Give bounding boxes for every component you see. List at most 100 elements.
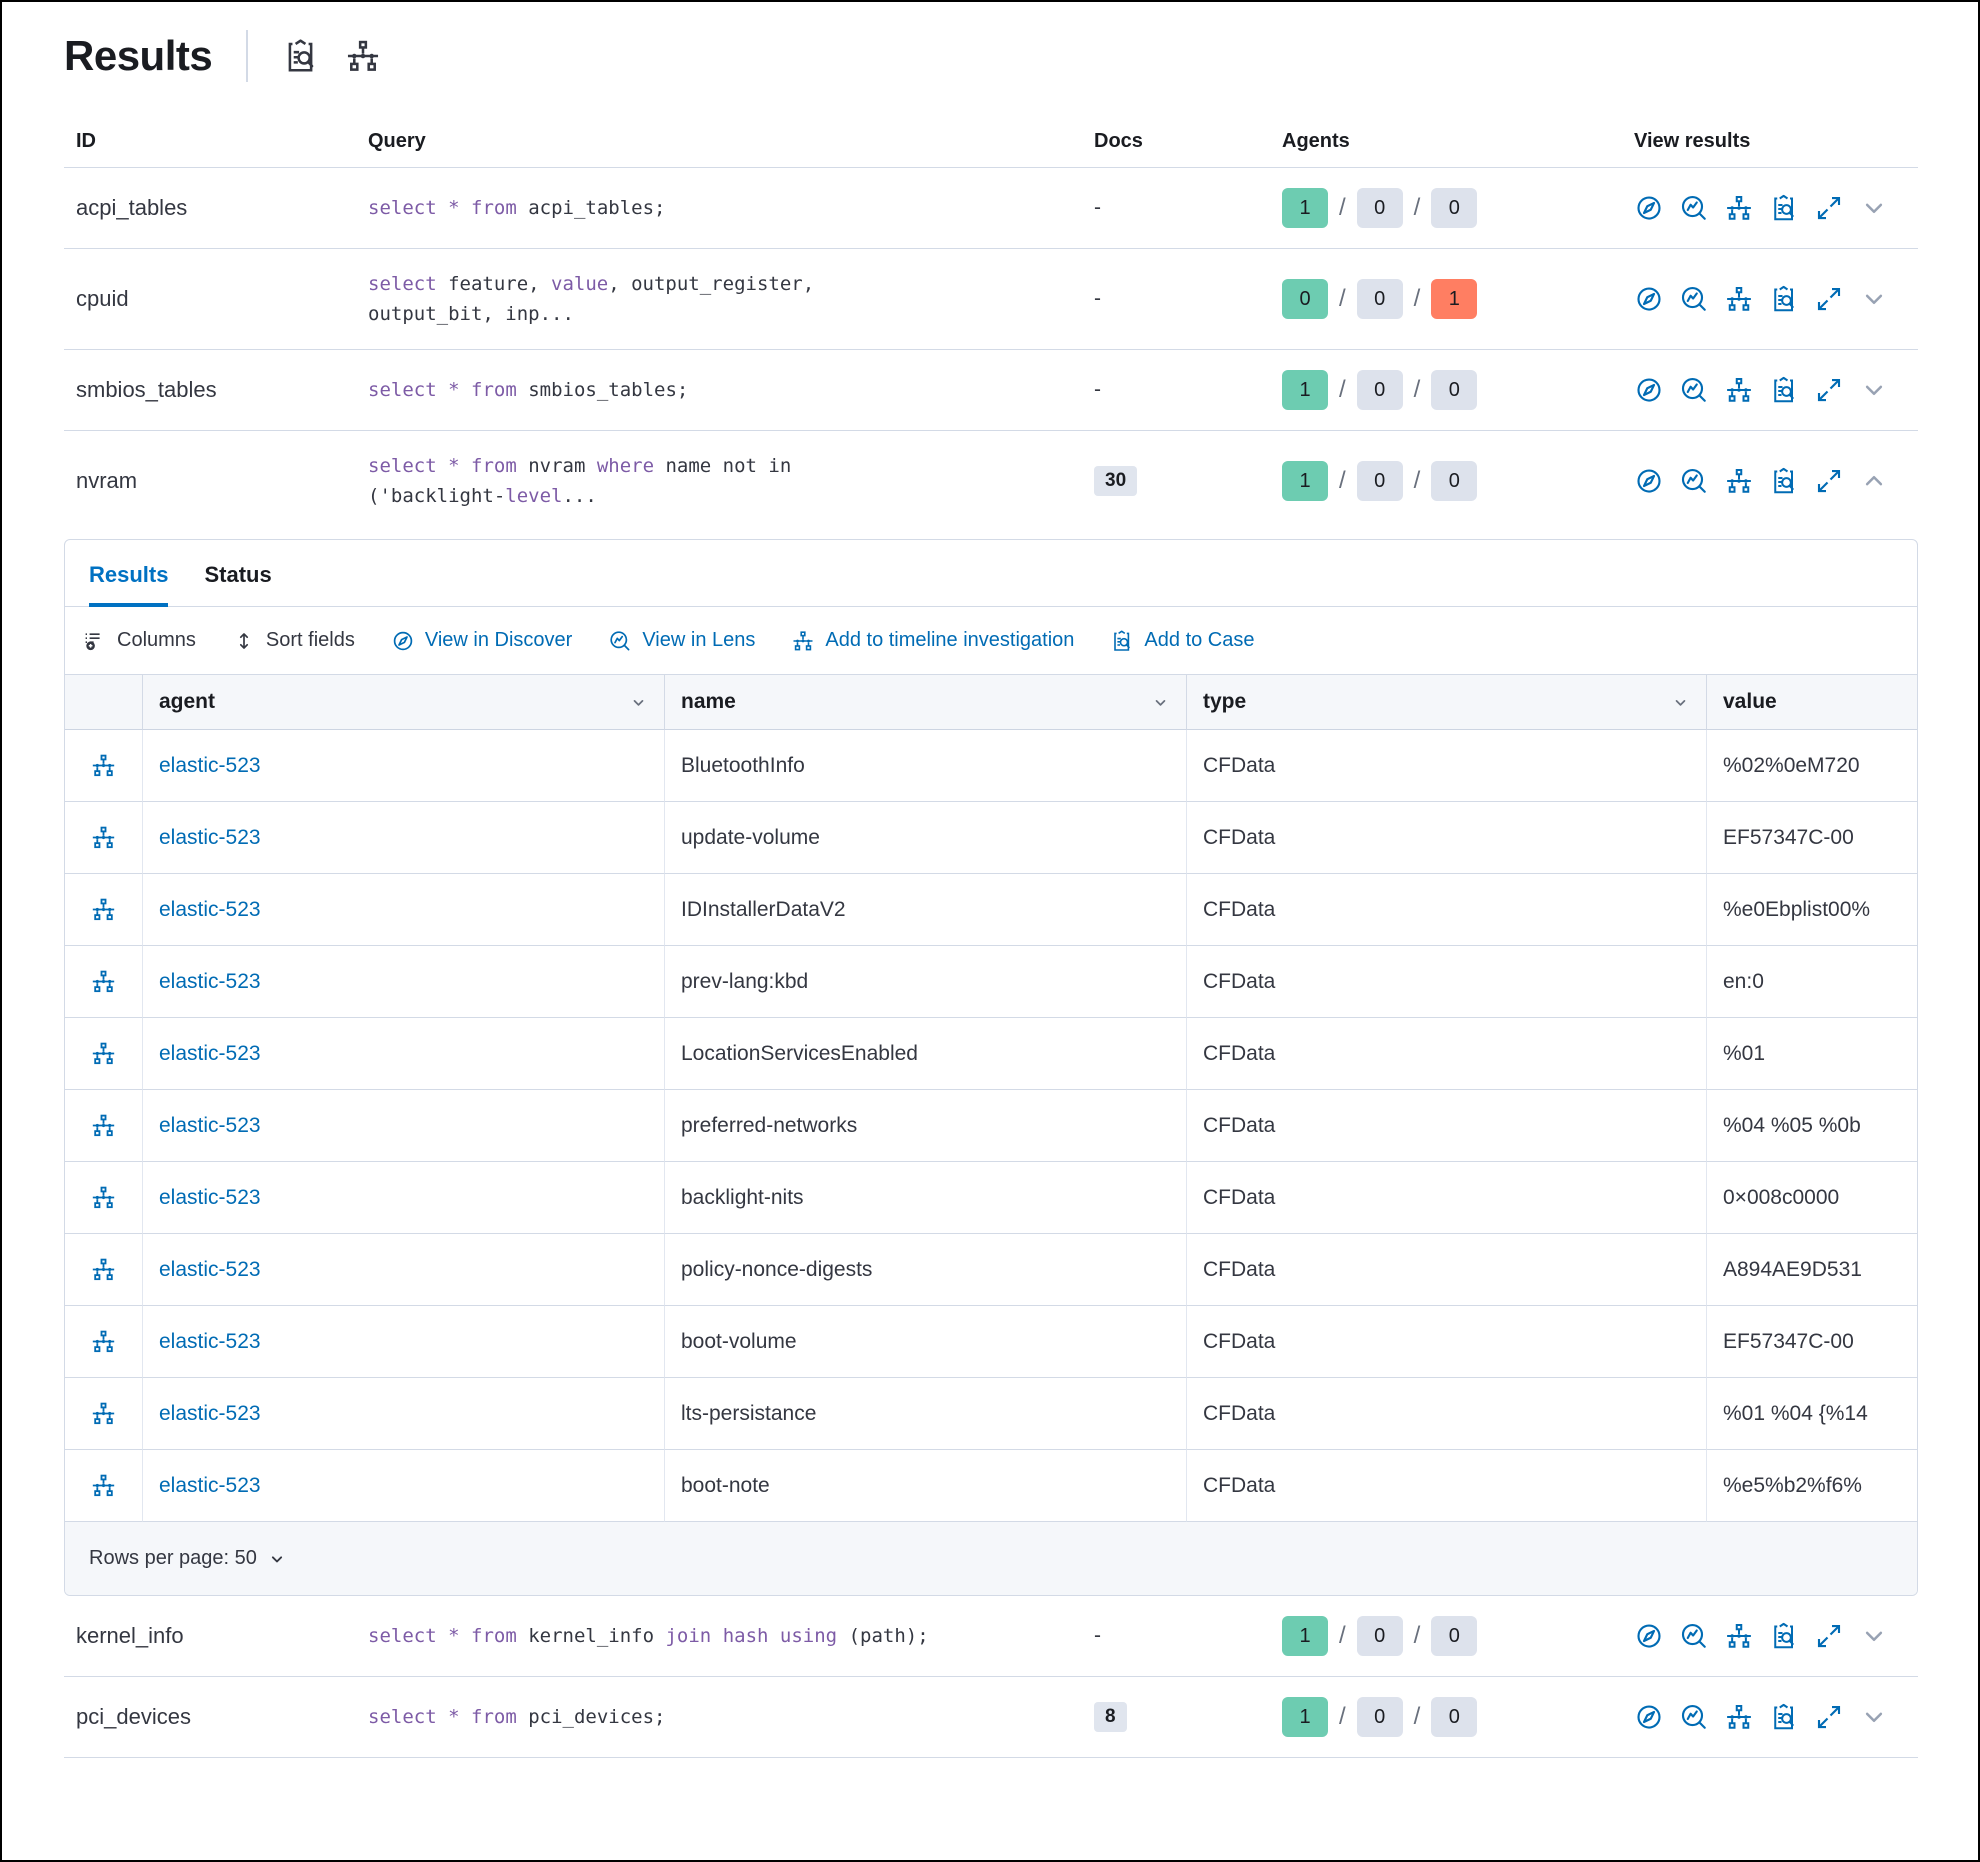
agent-link[interactable]: elastic-523 <box>159 1257 261 1281</box>
agents-separator: / <box>1413 1703 1421 1730</box>
add-to-timeline-icon[interactable] <box>90 1256 117 1283</box>
expand-row-icon[interactable] <box>1859 193 1889 223</box>
add-to-case-button[interactable]: Add to Case <box>1110 629 1255 653</box>
agents-separator: / <box>1413 376 1421 403</box>
add-to-timeline-icon[interactable] <box>1724 284 1754 314</box>
view-in-lens-icon[interactable] <box>1679 1702 1709 1732</box>
view-in-discover-button[interactable]: View in Discover <box>391 629 572 653</box>
agent-link[interactable]: elastic-523 <box>159 1401 261 1425</box>
add-to-timeline-icon[interactable] <box>90 1112 117 1139</box>
value-cell: %01 <box>1707 1018 1917 1090</box>
view-in-lens-icon[interactable] <box>1679 284 1709 314</box>
add-to-timeline-icon[interactable] <box>90 752 117 779</box>
add-to-case-icon[interactable] <box>1769 1702 1799 1732</box>
add-to-timeline-icon[interactable] <box>1724 375 1754 405</box>
view-in-discover-icon[interactable] <box>1634 375 1664 405</box>
view-in-discover-icon[interactable] <box>1634 284 1664 314</box>
add-to-timeline-button[interactable]: Add to timeline investigation <box>791 629 1074 653</box>
add-to-timeline-icon[interactable] <box>90 1400 117 1427</box>
expand-row-icon[interactable] <box>1859 375 1889 405</box>
agent-link[interactable]: elastic-523 <box>159 1113 261 1137</box>
expand-row-icon[interactable] <box>1859 1702 1889 1732</box>
value-cell: A894AE9D531 <box>1707 1234 1917 1306</box>
docs-count-badge: 30 <box>1094 466 1138 496</box>
page-title: Results <box>64 32 213 79</box>
column-header-docs: Docs <box>1094 130 1143 152</box>
collapse-row-icon[interactable] <box>1859 466 1889 496</box>
view-results-cell <box>1622 1682 1918 1752</box>
agent-link[interactable]: elastic-523 <box>159 1329 261 1353</box>
agent-cell: elastic-523 <box>143 874 665 946</box>
clipboard-search-icon[interactable] <box>282 37 320 75</box>
open-fullscreen-icon[interactable] <box>1814 1621 1844 1651</box>
add-to-timeline-icon[interactable] <box>1724 193 1754 223</box>
open-fullscreen-icon[interactable] <box>1814 1702 1844 1732</box>
column-header-query: Query <box>368 130 426 152</box>
query-id-cell: pci_devices <box>76 1704 191 1729</box>
sort-fields-button[interactable]: Sort fields <box>232 629 355 653</box>
query-row: cpuid select feature, value, output_regis… <box>64 249 1918 350</box>
agent-link[interactable]: elastic-523 <box>159 825 261 849</box>
add-to-timeline-icon[interactable] <box>90 1040 117 1067</box>
view-in-discover-icon[interactable] <box>1634 1702 1664 1732</box>
expand-row-icon[interactable] <box>1859 1621 1889 1651</box>
view-in-lens-icon[interactable] <box>1679 375 1709 405</box>
grid-column-header-agent[interactable]: agent <box>143 675 665 730</box>
timeline-icon <box>791 629 815 653</box>
result-row: elastic-523 boot-note CFData %e5%b2%f6% <box>65 1450 1917 1522</box>
rows-per-page-control[interactable]: Rows per page: 50 <box>65 1522 1917 1595</box>
agent-cell: elastic-523 <box>143 802 665 874</box>
expand-row-icon[interactable] <box>1859 284 1889 314</box>
agents-pending-badge: 0 <box>1356 188 1403 228</box>
value-cell: %01 %04 {%14 <box>1707 1378 1917 1450</box>
column-header-id: ID <box>76 130 96 152</box>
view-in-lens-icon[interactable] <box>1679 193 1709 223</box>
grid-column-header-type[interactable]: type <box>1187 675 1707 730</box>
add-to-case-icon[interactable] <box>1769 375 1799 405</box>
grid-column-header-value[interactable]: value <box>1707 675 1917 730</box>
tab-status[interactable]: Status <box>204 562 272 587</box>
view-in-lens-icon[interactable] <box>1679 1621 1709 1651</box>
tab-results[interactable]: Results <box>89 562 169 607</box>
add-to-timeline-icon[interactable] <box>90 1472 117 1499</box>
header-divider <box>246 30 249 82</box>
add-to-case-icon[interactable] <box>1769 193 1799 223</box>
docs-cell: - <box>1094 378 1101 401</box>
open-fullscreen-icon[interactable] <box>1814 284 1844 314</box>
agents-separator: / <box>1413 285 1421 312</box>
add-to-timeline-icon[interactable] <box>90 968 117 995</box>
grid-column-header-name[interactable]: name <box>665 675 1187 730</box>
agent-link[interactable]: elastic-523 <box>159 969 261 993</box>
view-in-lens-button[interactable]: View in Lens <box>608 629 755 653</box>
agent-link[interactable]: elastic-523 <box>159 1473 261 1497</box>
agent-link[interactable]: elastic-523 <box>159 753 261 777</box>
add-to-case-icon[interactable] <box>1769 284 1799 314</box>
add-to-timeline-icon[interactable] <box>90 1328 117 1355</box>
query-sql-cell: select * from pci_devices; <box>368 1706 666 1728</box>
agent-link[interactable]: elastic-523 <box>159 1041 261 1065</box>
agent-link[interactable]: elastic-523 <box>159 897 261 921</box>
view-in-discover-icon[interactable] <box>1634 193 1664 223</box>
open-fullscreen-icon[interactable] <box>1814 466 1844 496</box>
add-to-timeline-icon[interactable] <box>90 896 117 923</box>
add-to-timeline-icon[interactable] <box>90 1184 117 1211</box>
add-to-case-icon[interactable] <box>1769 1621 1799 1651</box>
open-fullscreen-icon[interactable] <box>1814 193 1844 223</box>
view-in-discover-icon[interactable] <box>1634 466 1664 496</box>
row-control-cell <box>65 1306 143 1378</box>
open-fullscreen-icon[interactable] <box>1814 375 1844 405</box>
query-id-cell: cpuid <box>76 286 129 311</box>
add-to-timeline-icon[interactable] <box>90 824 117 851</box>
add-to-timeline-icon[interactable] <box>1724 466 1754 496</box>
result-row: elastic-523 BluetoothInfo CFData %02%0eM720 <box>65 730 1917 802</box>
timeline-icon[interactable] <box>344 37 382 75</box>
view-in-discover-icon[interactable] <box>1634 1621 1664 1651</box>
agent-link[interactable]: elastic-523 <box>159 1185 261 1209</box>
add-to-timeline-icon[interactable] <box>1724 1702 1754 1732</box>
add-to-timeline-icon[interactable] <box>1724 1621 1754 1651</box>
view-in-lens-icon[interactable] <box>1679 466 1709 496</box>
columns-button[interactable]: Columns <box>83 629 196 653</box>
add-to-case-icon[interactable] <box>1769 466 1799 496</box>
value-cell: EF57347C-00 <box>1707 802 1917 874</box>
view-results-cell <box>1622 355 1918 425</box>
